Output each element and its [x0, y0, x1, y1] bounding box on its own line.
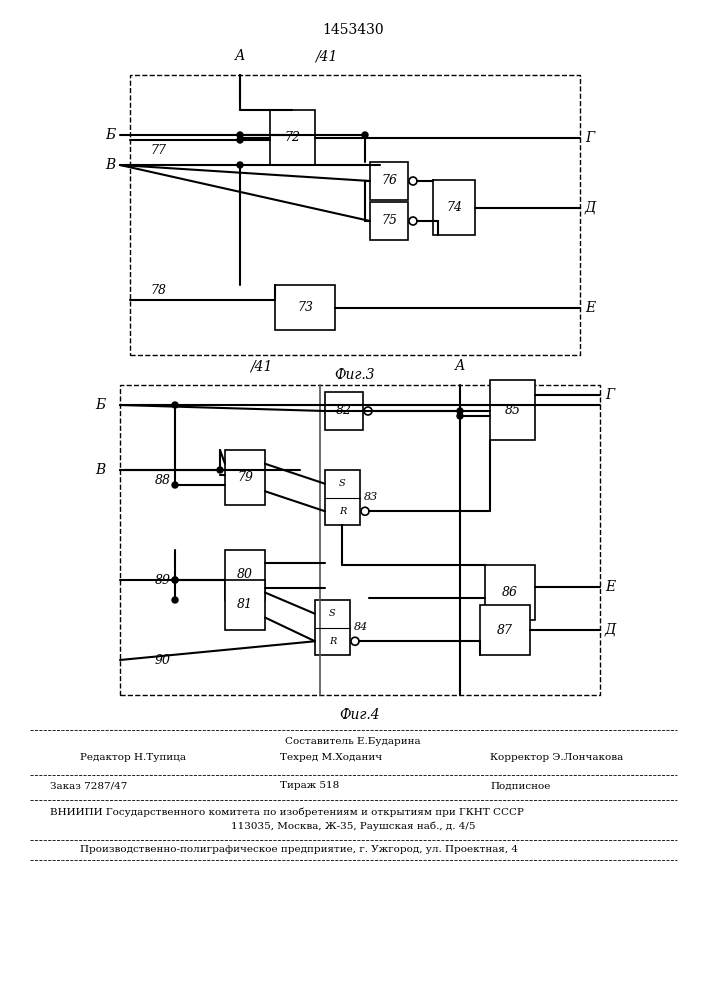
FancyBboxPatch shape	[370, 202, 408, 240]
FancyBboxPatch shape	[225, 450, 265, 505]
Text: 90: 90	[155, 654, 171, 666]
FancyBboxPatch shape	[225, 550, 265, 600]
Text: А: А	[455, 359, 465, 373]
Text: Подписное: Подписное	[490, 782, 550, 790]
Text: Б: Б	[105, 128, 115, 142]
FancyBboxPatch shape	[325, 470, 360, 525]
Text: 72: 72	[284, 131, 300, 144]
Text: 82: 82	[336, 404, 352, 418]
FancyBboxPatch shape	[480, 605, 530, 655]
FancyBboxPatch shape	[433, 180, 475, 235]
Circle shape	[237, 132, 243, 138]
Text: 88: 88	[155, 474, 171, 487]
Circle shape	[172, 402, 178, 408]
Circle shape	[237, 162, 243, 168]
Text: Е: Е	[605, 580, 615, 594]
FancyBboxPatch shape	[270, 110, 315, 165]
FancyBboxPatch shape	[275, 285, 335, 330]
Text: 74: 74	[446, 201, 462, 214]
Text: 85: 85	[505, 403, 520, 416]
FancyBboxPatch shape	[485, 565, 535, 620]
FancyBboxPatch shape	[315, 600, 350, 655]
Text: /41: /41	[315, 49, 337, 63]
Text: Г: Г	[605, 388, 614, 402]
Circle shape	[172, 482, 178, 488]
Circle shape	[172, 577, 178, 583]
Text: 79: 79	[237, 471, 253, 484]
Text: Б: Б	[95, 398, 105, 412]
Text: 76: 76	[381, 174, 397, 188]
Text: /41: /41	[250, 359, 272, 373]
Circle shape	[172, 597, 178, 603]
Text: Заказ 7287/47: Заказ 7287/47	[50, 782, 127, 790]
Text: 81: 81	[237, 598, 253, 611]
Text: 75: 75	[381, 215, 397, 228]
Text: Техред М.Ходанич: Техред М.Ходанич	[280, 754, 382, 762]
Circle shape	[457, 413, 463, 419]
Circle shape	[217, 467, 223, 473]
Text: R: R	[339, 507, 346, 516]
Circle shape	[172, 577, 178, 583]
Text: 89: 89	[155, 574, 171, 586]
FancyBboxPatch shape	[490, 380, 535, 440]
Circle shape	[362, 132, 368, 138]
Text: Производственно-полиграфическое предприятие, г. Ужгород, ул. Проектная, 4: Производственно-полиграфическое предприя…	[80, 846, 518, 854]
Text: 86: 86	[502, 586, 518, 599]
FancyBboxPatch shape	[225, 580, 265, 630]
Text: Д: Д	[605, 623, 617, 637]
Text: 77: 77	[150, 143, 166, 156]
Text: А: А	[235, 49, 245, 63]
Text: 113035, Москва, Ж-35, Раушская наб., д. 4/5: 113035, Москва, Ж-35, Раушская наб., д. …	[230, 821, 475, 831]
Text: Г: Г	[585, 130, 595, 144]
Text: 1453430: 1453430	[322, 23, 384, 37]
FancyBboxPatch shape	[370, 162, 408, 200]
Text: В: В	[105, 158, 115, 172]
Text: Корректор Э.Лончакова: Корректор Э.Лончакова	[490, 754, 624, 762]
Circle shape	[457, 408, 463, 414]
Text: 78: 78	[150, 284, 166, 296]
Text: S: S	[329, 609, 336, 618]
Text: Е: Е	[585, 300, 595, 314]
Text: ВНИИПИ Государственного комитета по изобретениям и открытиям при ГКНТ СССР: ВНИИПИ Государственного комитета по изоб…	[50, 807, 524, 817]
Text: Фиг.4: Фиг.4	[339, 708, 380, 722]
Text: 80: 80	[237, 568, 253, 582]
Text: R: R	[329, 637, 337, 646]
Text: Д: Д	[585, 200, 596, 215]
Text: 83: 83	[364, 492, 378, 502]
Text: 84: 84	[354, 622, 368, 633]
FancyBboxPatch shape	[325, 392, 363, 430]
Text: 87: 87	[497, 624, 513, 637]
Text: Тираж 518: Тираж 518	[280, 782, 339, 790]
Text: Редактор Н.Тупица: Редактор Н.Тупица	[80, 754, 186, 762]
Text: В: В	[95, 463, 105, 477]
Text: S: S	[339, 479, 346, 488]
Text: 73: 73	[297, 301, 313, 314]
Text: Фиг.3: Фиг.3	[334, 368, 375, 382]
Text: Составитель Е.Бударина: Составитель Е.Бударина	[285, 738, 421, 746]
Circle shape	[237, 137, 243, 143]
